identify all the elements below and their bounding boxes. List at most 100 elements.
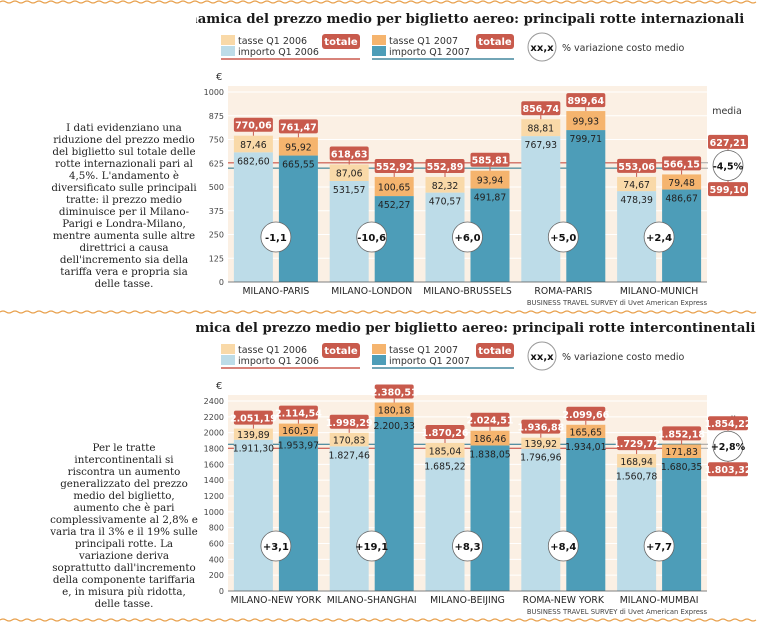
bar-tasse-2007 xyxy=(662,174,702,190)
variation-label: +19,1 xyxy=(355,542,388,553)
chart-international: Dinamica del prezzo medio per biglietto … xyxy=(196,12,748,307)
label-importo-2007: 2.200,33 xyxy=(373,421,414,432)
y-tick-label: 625 xyxy=(209,159,224,168)
bar-importo-2006 xyxy=(425,457,465,591)
total-badge-2006 xyxy=(233,410,273,425)
label-tasse-2007: 186,46 xyxy=(474,434,507,445)
bar-tasse-2007 xyxy=(566,424,606,438)
label-tasse-2006: 87,06 xyxy=(336,169,363,180)
bar-importo-2007 xyxy=(278,436,318,591)
media-label: media xyxy=(712,106,742,117)
label-tasse-2007: 100,65 xyxy=(378,183,411,194)
bar-tasse-2006 xyxy=(329,432,369,447)
source-label: BUSINESS TRAVEL SURVEY di Uvet American … xyxy=(527,608,708,616)
legend-total-label-2006: totale xyxy=(324,37,358,48)
label-tasse-2006: 74,67 xyxy=(623,180,650,191)
media-value-upper: 1.854,22 xyxy=(705,419,752,430)
legend-total-badge-2006 xyxy=(322,34,360,49)
legend-total-label-2006: totale xyxy=(324,346,358,357)
variation-circle xyxy=(452,530,483,562)
legend-swatch-tax2006 xyxy=(221,344,235,354)
label-importo-2007: 491,87 xyxy=(474,193,507,204)
total-badge-2007 xyxy=(470,152,510,167)
label-importo-2006: 1.827,46 xyxy=(328,450,369,461)
y-unit-label: € xyxy=(216,381,222,392)
variation-circle xyxy=(452,221,483,253)
y-tick-label: 125 xyxy=(209,254,224,263)
bar-importo-2007 xyxy=(374,416,414,591)
variation-label: +5,0 xyxy=(550,233,576,244)
bar-importo-2007 xyxy=(470,445,510,591)
category-label: ROMA-NEW YORK xyxy=(523,595,605,606)
legend-total-label-2007: totale xyxy=(478,346,512,357)
bar-tasse-2007 xyxy=(374,176,414,197)
total-badge-2006 xyxy=(233,117,273,132)
legend-variation-label: % variazione costo medio xyxy=(562,352,684,363)
y-tick-label: 1200 xyxy=(204,492,224,501)
label-totale-2006: 1.998,29 xyxy=(326,418,373,429)
label-importo-2006: 1.685,22 xyxy=(424,462,465,473)
label-totale-2007: 552,92 xyxy=(376,162,413,173)
label-importo-2007: 452,27 xyxy=(378,200,411,211)
label-totale-2007: 585,81 xyxy=(472,156,509,167)
label-tasse-2007: 171,83 xyxy=(665,447,698,458)
media-change-circle xyxy=(712,430,744,462)
legend-total-badge-2006 xyxy=(322,343,360,358)
bar-tasse-2006 xyxy=(617,454,657,468)
total-badge-2007 xyxy=(566,406,606,421)
variation-label: -10,6 xyxy=(357,233,386,244)
legend-swatch-tax2006 xyxy=(221,35,235,45)
y-unit-label: € xyxy=(216,72,222,83)
total-badge-2006 xyxy=(329,146,369,161)
label-importo-2007: 1.838,05 xyxy=(469,449,510,460)
label-totale-2007: 566,15 xyxy=(663,159,700,170)
chart-title: Dinamica del prezzo medio per biglietto … xyxy=(196,321,755,336)
variation-circle xyxy=(356,221,388,253)
y-tick-label: 1800 xyxy=(204,445,224,454)
bar-importo-2007 xyxy=(566,437,606,591)
label-totale-2007: 2.114,54 xyxy=(275,409,322,420)
label-tasse-2006: 168,94 xyxy=(620,457,653,468)
legend-swatch-tax2007 xyxy=(372,344,386,354)
legend-label-imp2007: importo Q1 2007 xyxy=(389,47,470,58)
category-label: MILANO-PARIS xyxy=(242,286,309,297)
bar-importo-2006 xyxy=(233,152,273,282)
label-importo-2006: 682,60 xyxy=(237,156,270,167)
total-badge-2006 xyxy=(521,101,561,116)
variation-circle xyxy=(643,530,675,562)
chart-title: Dinamica del prezzo medio per biglietto … xyxy=(196,12,744,27)
label-importo-2007: 1.934,01 xyxy=(565,442,606,453)
total-badge-2007 xyxy=(566,93,606,108)
label-importo-2006: 767,93 xyxy=(525,140,558,151)
label-importo-2007: 665,55 xyxy=(282,160,315,171)
y-tick-label: 375 xyxy=(209,207,224,216)
bottom-wavy-divider xyxy=(0,618,757,622)
total-badge-2006 xyxy=(425,158,465,173)
media-change-label: +2,8% xyxy=(711,442,746,453)
bar-importo-2006 xyxy=(521,136,561,282)
variation-circle xyxy=(547,221,579,253)
label-tasse-2006: 139,89 xyxy=(237,430,270,441)
total-badge-2007 xyxy=(374,384,414,399)
legend-variation-circle xyxy=(527,32,557,62)
total-badge-2007 xyxy=(470,412,510,427)
legend-label-tax2006: tasse Q1 2006 xyxy=(238,36,307,47)
label-tasse-2007: 93,94 xyxy=(477,176,504,187)
y-tick-label: 750 xyxy=(209,136,224,145)
total-badge-2007 xyxy=(662,156,702,171)
bar-tasse-2007 xyxy=(374,402,414,417)
category-label: MILANO-MUNICH xyxy=(620,286,698,297)
media-value-upper: 627,21 xyxy=(710,138,747,149)
media-badge-lower xyxy=(708,182,748,197)
legend-variation-label: % variazione costo medio xyxy=(562,43,684,54)
y-tick-label: 400 xyxy=(209,555,224,564)
legend-variation-circle xyxy=(527,341,557,371)
media-badge-upper xyxy=(708,416,748,431)
chart-intercontinental: Dinamica del prezzo medio per biglietto … xyxy=(196,321,755,616)
label-tasse-2006: 139,92 xyxy=(525,439,558,450)
y-tick-label: 1000 xyxy=(204,508,224,517)
middle-wavy-divider xyxy=(0,310,757,314)
legend-swatch-imp2007 xyxy=(372,46,386,56)
label-tasse-2006: 88,81 xyxy=(527,124,554,135)
